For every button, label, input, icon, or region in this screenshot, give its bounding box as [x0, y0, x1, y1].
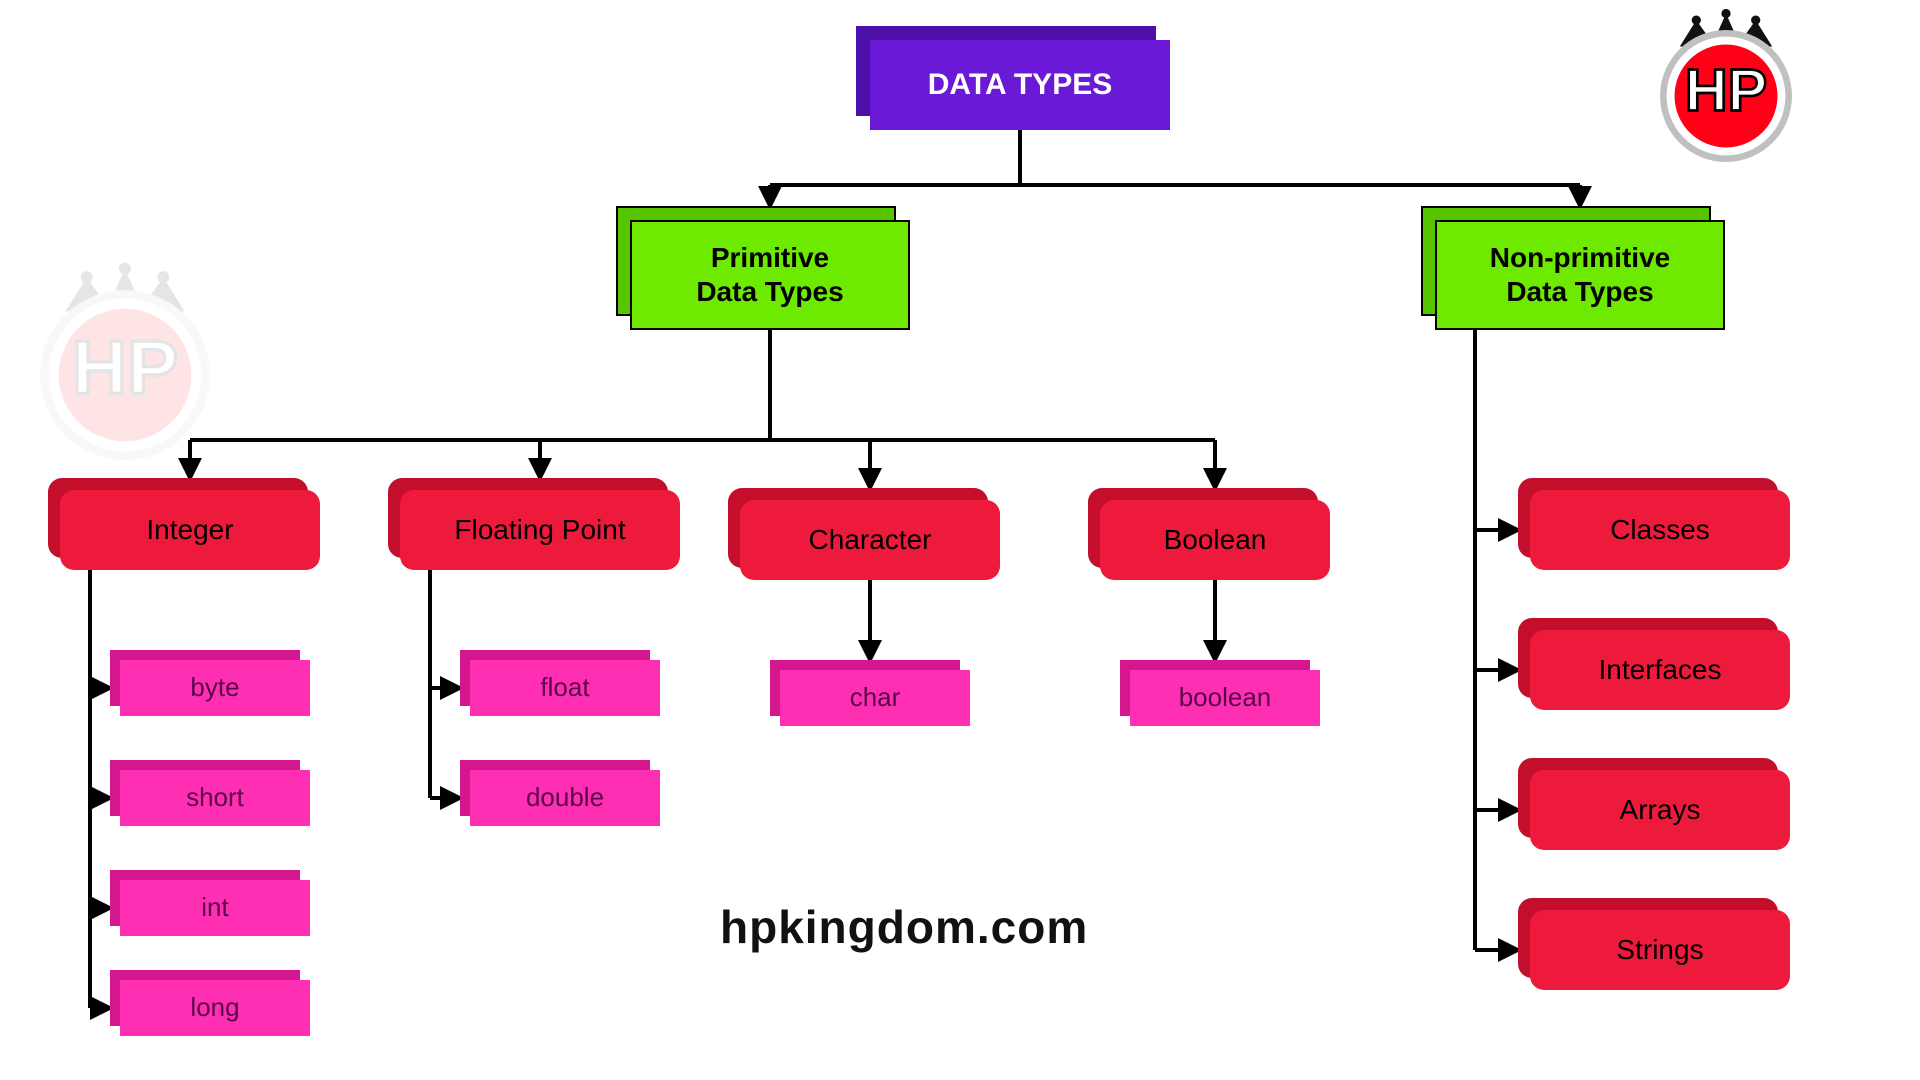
- nonprimitive-node: Non-primitive Data Types: [1435, 220, 1725, 330]
- leaf-integer-short: short: [120, 770, 310, 826]
- nonprimitive-arrays: Arrays: [1530, 770, 1790, 850]
- bool-node-label: Boolean: [1100, 500, 1330, 580]
- nonprimitive-strings: Strings: [1530, 910, 1790, 990]
- char-node-label: Character: [740, 500, 1000, 580]
- leaf-float-float: float: [470, 660, 660, 716]
- watermark-url: hpkingdom.com: [720, 900, 1088, 954]
- nonprimitive-classes: Classes: [1530, 490, 1790, 570]
- hp-logo: HP: [1660, 9, 1792, 162]
- leaf-char-char: char: [780, 670, 970, 726]
- root-node-label: DATA TYPES: [870, 40, 1170, 130]
- leaf-float-double: double: [470, 770, 660, 826]
- nonprimitive-arrays-label: Arrays: [1530, 770, 1790, 850]
- primitive-node-label: Primitive Data Types: [630, 220, 910, 330]
- root-node: DATA TYPES: [870, 40, 1170, 130]
- float-node: Floating Point: [400, 490, 680, 570]
- leaf-bool-boolean-label: boolean: [1130, 670, 1320, 726]
- integer-node: Integer: [60, 490, 320, 570]
- nonprimitive-classes-label: Classes: [1530, 490, 1790, 570]
- nonprimitive-node-label: Non-primitive Data Types: [1435, 220, 1725, 330]
- bool-node: Boolean: [1100, 500, 1330, 580]
- char-node: Character: [740, 500, 1000, 580]
- hp-logo: HP: [40, 263, 210, 460]
- diagram-canvas: HP HP DATA TYPES Primitive Data Types Non-pr…: [0, 0, 1920, 1080]
- leaf-integer-byte-label: byte: [120, 660, 310, 716]
- leaf-bool-boolean: boolean: [1130, 670, 1320, 726]
- leaf-float-float-label: float: [470, 660, 660, 716]
- leaf-integer-int-label: int: [120, 880, 310, 936]
- leaf-char-char-label: char: [780, 670, 970, 726]
- leaf-integer-byte: byte: [120, 660, 310, 716]
- leaf-integer-long: long: [120, 980, 310, 1036]
- leaf-float-double-label: double: [470, 770, 660, 826]
- primitive-node: Primitive Data Types: [630, 220, 910, 330]
- leaf-integer-long-label: long: [120, 980, 310, 1036]
- nonprimitive-interfaces: Interfaces: [1530, 630, 1790, 710]
- svg-text:HP: HP: [72, 326, 178, 411]
- integer-node-label: Integer: [60, 490, 320, 570]
- svg-text:HP: HP: [1685, 57, 1768, 124]
- nonprimitive-strings-label: Strings: [1530, 910, 1790, 990]
- float-node-label: Floating Point: [400, 490, 680, 570]
- leaf-integer-short-label: short: [120, 770, 310, 826]
- leaf-integer-int: int: [120, 880, 310, 936]
- nonprimitive-interfaces-label: Interfaces: [1530, 630, 1790, 710]
